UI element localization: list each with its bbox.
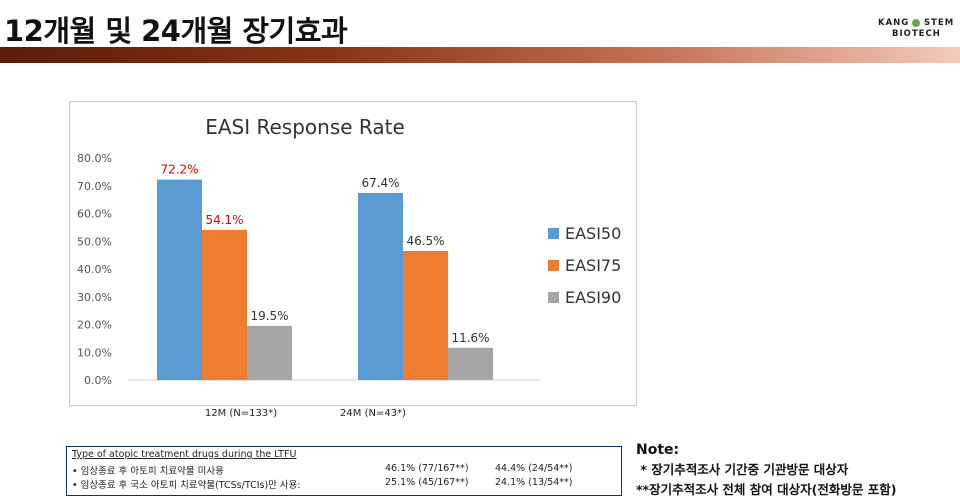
y-tick-label: 70.0% xyxy=(77,180,112,193)
logo-text-stem: STEM xyxy=(924,18,955,28)
bar-easi50 xyxy=(358,192,403,380)
data-label: 72.2% xyxy=(160,163,198,177)
table-header: Type of atopic treatment drugs during th… xyxy=(72,449,297,460)
x-category-label-24m: 24M (N=43*) xyxy=(340,408,406,419)
bar-chart: 0.0% 10.0% 20.0% 30.0% 40.0% 50.0% 60.0% 70.0% 8… xyxy=(77,152,621,387)
y-tick-label: 60.0% xyxy=(77,208,112,221)
legend-swatch xyxy=(548,228,559,239)
legend-swatch xyxy=(548,260,559,271)
y-tick-label: 0.0% xyxy=(84,374,112,387)
note-line: * 장기추적조사 기간중 기관방문 대상자 xyxy=(636,462,849,477)
bar-easi90 xyxy=(448,347,493,380)
legend-label: EASI50 xyxy=(565,224,621,243)
bar-easi50 xyxy=(157,179,202,380)
table-cell-24m: 24.1% (13/54**) xyxy=(495,477,573,488)
note-title: Note: xyxy=(636,442,680,458)
chart-title: EASI Response Rate xyxy=(205,115,405,139)
table-row-label: • 임상종료 후 아토피 치료약물 미사용 xyxy=(72,466,224,477)
data-label: 67.4% xyxy=(361,176,399,190)
note-line: **장기추적조사 전체 참여 대상자(전화방문 포함) xyxy=(636,482,897,497)
note-box: Note: * 장기추적조사 기간중 기관방문 대상자 **장기추적조사 전체 … xyxy=(636,442,896,498)
data-label: 46.5% xyxy=(406,234,444,248)
logo-text-kang: KANG xyxy=(878,18,910,28)
y-tick-label: 50.0% xyxy=(77,235,112,248)
legend-label: EASI75 xyxy=(565,256,621,275)
bar-easi75 xyxy=(403,250,448,380)
y-tick-label: 30.0% xyxy=(77,291,112,304)
x-category-label-12m: 12M (N=133*) xyxy=(204,408,278,419)
data-label: 11.6% xyxy=(451,331,489,345)
y-tick-label: 20.0% xyxy=(77,319,112,332)
data-label: 54.1% xyxy=(205,213,243,227)
drug-usage-table: Type of atopic treatment drugs during th… xyxy=(66,446,622,496)
y-tick-label: 80.0% xyxy=(77,152,112,165)
title-bar xyxy=(0,47,960,63)
table-cell-12m: 25.1% (45/167**) xyxy=(385,477,469,488)
legend-label: EASI90 xyxy=(565,288,621,307)
table-cell-12m: 46.1% (77/167**) xyxy=(385,463,469,474)
slide-title: 12개월 및 24개월 장기효과 xyxy=(4,14,348,48)
data-label: 19.5% xyxy=(250,309,288,323)
company-logo: KANG STEM BIOTECH xyxy=(876,16,954,42)
table-cell-24m: 44.4% (24/54**) xyxy=(495,463,573,474)
bar-easi90 xyxy=(247,325,292,380)
y-tick-label: 40.0% xyxy=(77,263,112,276)
bar-easi75 xyxy=(202,229,247,380)
legend-swatch xyxy=(548,292,559,303)
chart-frame: EASI Response Rate 0.0% 10.0% 20.0% 30.0% 40… xyxy=(69,101,637,406)
logo-leaf-icon xyxy=(912,19,920,27)
y-tick-label: 10.0% xyxy=(77,346,112,359)
logo-text-biotech: BIOTECH xyxy=(892,29,941,39)
table-row-label: • 임상종료 후 국소 아토피 치료약물(TCSs/TCIs)만 사용: xyxy=(72,480,301,491)
